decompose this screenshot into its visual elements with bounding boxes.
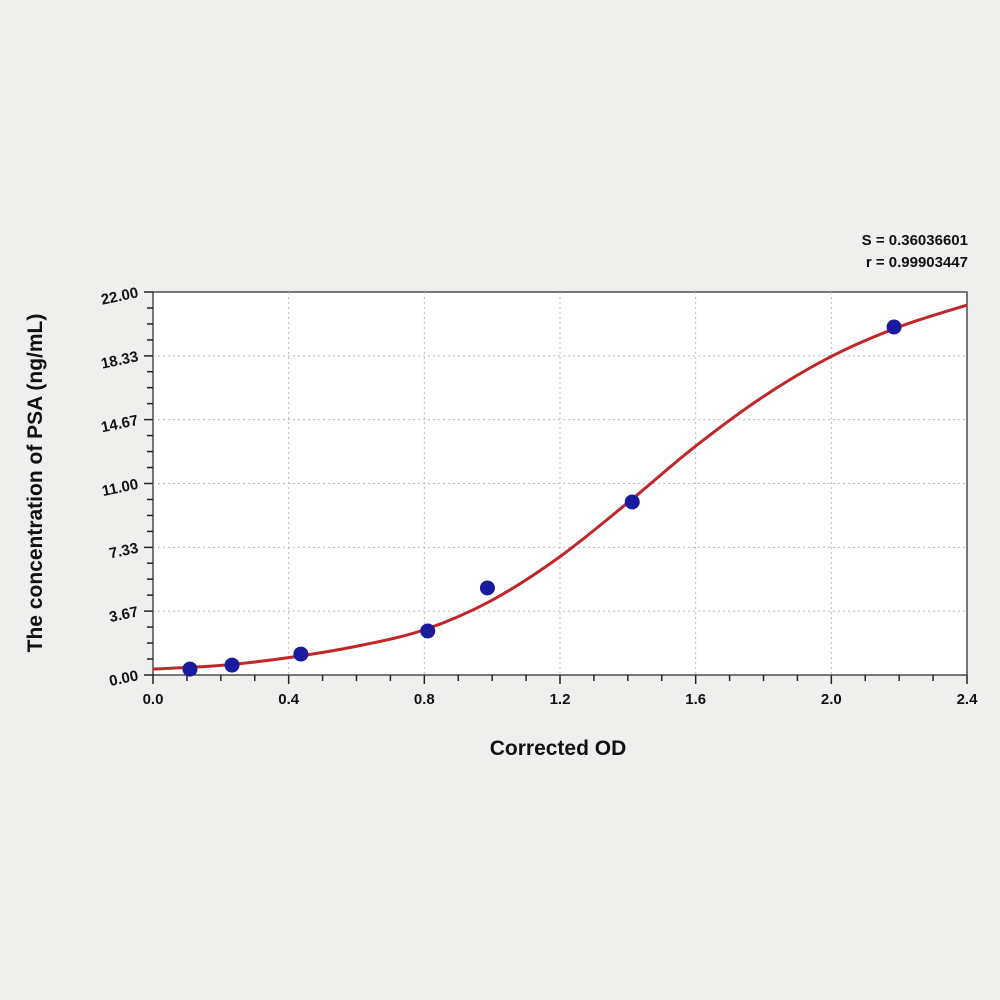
- data-points: [182, 319, 902, 677]
- x-tick-label: 0.4: [278, 691, 300, 708]
- data-point: [420, 623, 436, 639]
- data-point: [479, 580, 495, 596]
- data-point: [624, 494, 640, 510]
- x-tick-label: 0.8: [414, 691, 435, 708]
- y-tick-label: 7.33: [108, 540, 140, 563]
- x-tick-label: 2.4: [957, 691, 979, 708]
- x-tick-label: 0.0: [143, 691, 164, 708]
- y-tick-label: 0.00: [108, 667, 140, 690]
- y-tick-label: 14.67: [100, 412, 140, 436]
- fit-curve: [152, 303, 968, 671]
- x-axis-label: Corrected OD: [490, 737, 627, 760]
- y-axis-label: The concentration of PSA (ng/mL): [24, 314, 47, 653]
- x-tick-label: 2.0: [821, 691, 842, 708]
- x-tick-labels: 0.0 0.4 0.8 1.2 1.6 2.0 2.4: [143, 691, 979, 708]
- annotation-r: r = 0.99903447: [866, 254, 968, 271]
- y-tick-label: 18.33: [100, 348, 140, 372]
- annotation-s: S = 0.36036601: [862, 232, 968, 249]
- x-tick-label: 1.2: [550, 691, 571, 708]
- data-point: [886, 319, 902, 335]
- axis-ticks: [144, 291, 968, 684]
- data-point: [224, 657, 240, 673]
- y-tick-label: 22.00: [100, 284, 140, 308]
- data-point: [182, 661, 198, 677]
- grid-lines: [153, 292, 967, 675]
- y-tick-label: 11.00: [100, 476, 139, 500]
- x-tick-label: 1.6: [685, 691, 706, 708]
- data-point: [293, 646, 309, 662]
- y-tick-label: 3.67: [108, 603, 140, 626]
- y-tick-labels: 0.00 3.67 7.33 11.00 14.67 18.33 22.00: [100, 284, 140, 690]
